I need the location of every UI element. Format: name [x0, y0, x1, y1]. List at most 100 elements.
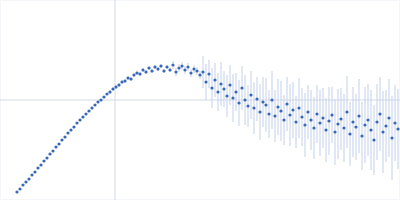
data-point — [369, 128, 372, 131]
data-point — [228, 83, 231, 86]
data-point — [42, 159, 45, 162]
data-point — [258, 110, 261, 113]
data-point — [306, 110, 309, 113]
data-point — [273, 114, 276, 117]
data-point — [51, 149, 54, 152]
data-point — [336, 122, 339, 125]
data-point — [279, 109, 282, 112]
data-point — [168, 68, 171, 71]
data-point — [381, 130, 384, 133]
data-point — [57, 142, 60, 145]
data-point — [216, 90, 219, 93]
data-point — [351, 120, 354, 123]
data-point — [285, 102, 288, 105]
data-point — [243, 98, 246, 101]
data-point — [219, 82, 222, 85]
data-point — [252, 106, 255, 109]
data-point — [213, 78, 216, 81]
data-point — [129, 77, 132, 80]
data-point — [171, 63, 174, 66]
data-point — [231, 96, 234, 99]
data-point — [48, 152, 51, 155]
data-point — [297, 106, 300, 109]
data-point — [180, 64, 183, 67]
data-point — [24, 180, 27, 183]
data-point — [69, 128, 72, 131]
data-point — [114, 85, 117, 88]
plot-area — [15, 56, 399, 194]
data-point — [144, 70, 147, 73]
data-point — [396, 127, 399, 130]
data-point — [372, 138, 375, 141]
points — [15, 63, 399, 193]
data-point — [84, 112, 87, 115]
data-point — [393, 121, 396, 124]
data-point — [207, 72, 210, 75]
data-point — [111, 87, 114, 90]
data-point — [201, 70, 204, 73]
data-point — [75, 121, 78, 124]
data-point — [165, 65, 168, 68]
data-point — [150, 69, 153, 72]
data-point — [63, 135, 66, 138]
data-point — [189, 71, 192, 74]
data-point — [339, 117, 342, 120]
data-point — [117, 83, 120, 86]
data-point — [123, 79, 126, 82]
data-point — [39, 163, 42, 166]
data-point — [153, 65, 156, 68]
data-point — [324, 128, 327, 131]
data-point — [177, 66, 180, 69]
data-point — [357, 114, 360, 117]
data-point — [240, 86, 243, 89]
data-point — [27, 177, 30, 180]
data-point — [198, 73, 201, 76]
data-point — [30, 173, 33, 176]
data-point — [348, 132, 351, 135]
data-point — [126, 76, 129, 79]
data-point — [147, 66, 150, 69]
data-point — [93, 103, 96, 106]
data-point — [54, 145, 57, 148]
data-point — [135, 71, 138, 74]
data-point — [72, 125, 75, 128]
data-point — [276, 105, 279, 108]
data-point — [342, 126, 345, 129]
data-point — [183, 68, 186, 71]
data-point — [333, 130, 336, 133]
data-point — [261, 100, 264, 103]
data-point — [366, 118, 369, 121]
data-point — [120, 80, 123, 83]
data-point — [210, 86, 213, 89]
data-point — [330, 113, 333, 116]
data-point — [99, 98, 102, 101]
data-point — [81, 115, 84, 118]
data-point — [291, 108, 294, 111]
data-point — [288, 113, 291, 116]
data-point — [78, 118, 81, 121]
data-point — [378, 112, 381, 115]
data-point — [36, 166, 39, 169]
data-point — [60, 138, 63, 141]
data-point — [15, 190, 18, 193]
data-point — [309, 118, 312, 121]
data-point — [141, 68, 144, 71]
data-point — [300, 115, 303, 118]
data-point — [282, 118, 285, 121]
grid-line-y — [0, 100, 400, 101]
data-point — [225, 94, 228, 97]
data-point — [45, 156, 48, 159]
data-point — [33, 170, 36, 173]
data-point — [105, 92, 108, 95]
data-point — [246, 104, 249, 107]
chart — [0, 0, 400, 200]
data-point — [390, 136, 393, 139]
data-point — [102, 95, 105, 98]
data-point — [354, 125, 357, 128]
data-point — [327, 119, 330, 122]
data-point — [321, 116, 324, 119]
data-point — [255, 97, 258, 100]
data-point — [108, 90, 111, 93]
data-point — [294, 120, 297, 123]
data-point — [21, 183, 24, 186]
